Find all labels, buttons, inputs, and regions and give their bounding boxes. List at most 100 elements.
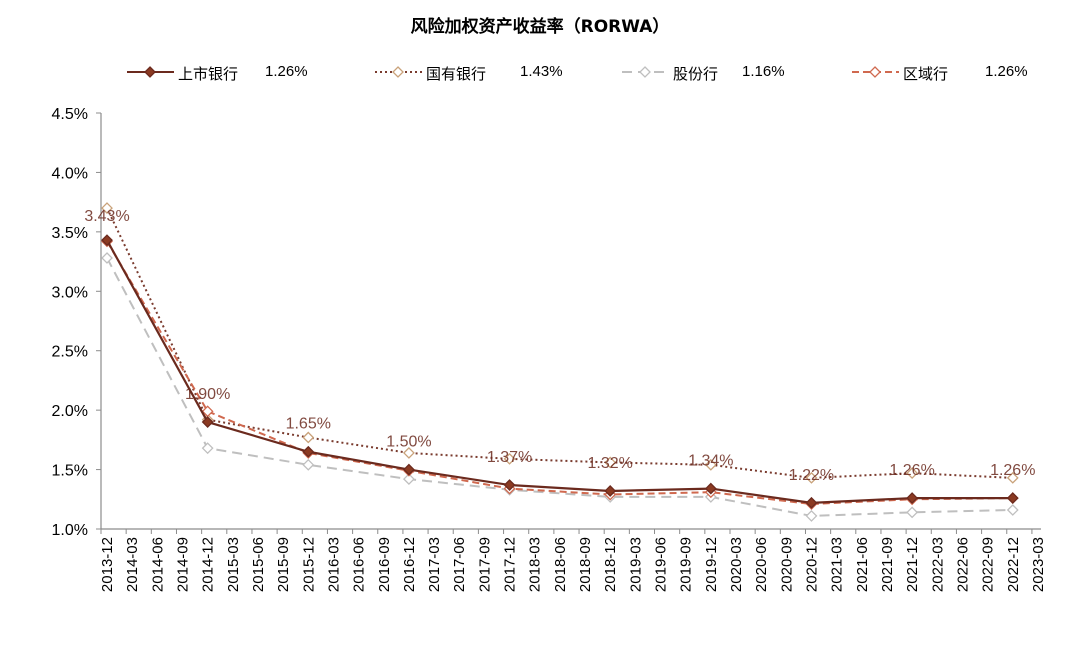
- data-point-marker: [906, 506, 919, 519]
- x-tick-label: 2018-12: [602, 537, 619, 592]
- y-tick-label: 3.0%: [52, 284, 88, 301]
- x-tick-label: 2015-09: [275, 537, 292, 592]
- legend-diamond-icon: [869, 66, 881, 78]
- y-tick-label: 3.5%: [52, 225, 88, 242]
- x-tick-label: 2019-06: [653, 537, 670, 592]
- data-label: 1.50%: [386, 434, 431, 451]
- data-point-marker: [704, 482, 717, 495]
- series-line: [106, 240, 1013, 506]
- x-tick-label: 2016-09: [376, 537, 393, 592]
- x-tick-label: 2020-12: [803, 537, 820, 592]
- x-tick-label: 2021-03: [829, 537, 846, 592]
- data-point-marker: [1006, 504, 1019, 516]
- x-tick-label: 2019-03: [627, 537, 644, 592]
- x-tick-label: 2016-06: [351, 537, 368, 592]
- series-line: [106, 207, 1013, 479]
- data-label: 3.43%: [84, 208, 129, 225]
- data-point-marker: [101, 252, 113, 264]
- x-tick-label: 2019-12: [703, 537, 720, 592]
- x-tick-label: 2021-06: [854, 537, 871, 592]
- x-tick-label: 2017-06: [451, 537, 468, 592]
- legend-item-2: 国有银行 1.43%: [375, 63, 563, 83]
- x-tick-label: 2022-03: [929, 537, 946, 592]
- data-point-marker: [805, 471, 818, 484]
- x-tick-label: 2017-12: [502, 537, 519, 592]
- legend-item-4: 区域行 1.26%: [852, 63, 1028, 83]
- y-tick-label: 1.5%: [52, 463, 88, 480]
- data-point-marker: [805, 510, 818, 522]
- legend-item-1: 上市银行 1.26%: [127, 63, 308, 83]
- data-point-marker: [101, 234, 113, 247]
- x-tick-label: 2013-12: [99, 537, 116, 592]
- data-point-marker: [302, 445, 315, 458]
- data-point-marker: [403, 447, 415, 459]
- data-point-marker: [503, 479, 516, 491]
- data-point-marker: [704, 458, 717, 471]
- data-point-marker: [101, 202, 113, 215]
- legend-value: 1.26%: [985, 63, 1028, 80]
- x-tick-label: 2014-09: [174, 537, 191, 592]
- legend-value: 1.26%: [265, 63, 308, 80]
- data-point-marker: [201, 416, 214, 428]
- data-point-marker: [302, 431, 315, 444]
- data-label: 1.32%: [588, 455, 633, 472]
- x-tick-label: 2016-12: [401, 537, 418, 592]
- series-1: [101, 234, 1019, 509]
- data-point-marker: [1006, 492, 1019, 505]
- x-tick-label: 2017-03: [426, 537, 443, 592]
- x-tick-label: 2018-06: [552, 537, 569, 592]
- x-tick-label: 2015-03: [225, 537, 242, 592]
- x-tick-label: 2018-03: [527, 537, 544, 592]
- x-tick-label: 2019-09: [678, 537, 695, 592]
- data-point-marker: [503, 452, 516, 465]
- x-tick-label: 2022-09: [980, 537, 997, 592]
- data-point-marker: [604, 456, 617, 469]
- chart-title: 风险加权资产收益率（RORWA）: [410, 17, 670, 37]
- y-tick-label: 4.0%: [52, 165, 88, 182]
- x-tick-label: 2020-06: [753, 537, 770, 592]
- x-tick-label: 2022-06: [954, 537, 971, 592]
- data-label: 1.22%: [789, 467, 834, 484]
- legend-diamond-icon: [144, 66, 156, 78]
- x-tick-label: 2022-12: [1005, 537, 1022, 592]
- x-tick-label: 2015-06: [250, 537, 267, 592]
- y-tick-label: 4.5%: [52, 106, 88, 123]
- data-point-marker: [805, 496, 818, 509]
- x-tick-label: 2020-09: [778, 537, 795, 592]
- x-tick-label: 2015-12: [300, 537, 317, 592]
- y-tick-label: 1.0%: [52, 522, 88, 539]
- x-tick-label: 2014-06: [149, 537, 166, 592]
- data-point-marker: [604, 485, 617, 497]
- data-point-marker: [201, 442, 214, 455]
- data-label: 1.90%: [185, 386, 230, 403]
- data-point-marker: [1006, 471, 1019, 484]
- legend-value: 1.16%: [742, 63, 785, 80]
- x-tick-label: 2014-12: [200, 537, 217, 592]
- y-tick-label: 2.5%: [52, 344, 88, 361]
- data-label: 1.65%: [286, 416, 331, 433]
- x-tick-label: 2021-09: [879, 537, 896, 592]
- legend-label: 国有银行: [426, 65, 486, 83]
- legend-label: 上市银行: [178, 65, 238, 83]
- series-line: [106, 239, 1013, 504]
- data-label: 1.34%: [688, 453, 733, 470]
- series-2: [101, 202, 1019, 484]
- data-point-marker: [906, 492, 919, 505]
- legend-diamond-icon: [392, 66, 404, 78]
- data-label: 1.26%: [889, 462, 934, 479]
- data-label: 1.37%: [487, 449, 532, 466]
- x-tick-label: 2021-12: [904, 537, 921, 592]
- data-label: 1.26%: [990, 462, 1035, 479]
- data-point-marker: [906, 467, 919, 480]
- legend-value: 1.43%: [520, 63, 563, 80]
- legend-diamond-icon: [639, 66, 651, 78]
- series-4: [101, 235, 1019, 510]
- x-tick-label: 2016-03: [325, 537, 342, 592]
- data-point-marker: [403, 463, 415, 476]
- series-3: [101, 252, 1019, 522]
- x-tick-label: 2020-03: [728, 537, 745, 592]
- legend-item-3: 股份行 1.16%: [622, 63, 785, 83]
- x-tick-label: 2017-09: [476, 537, 493, 592]
- legend-label: 股份行: [673, 65, 718, 83]
